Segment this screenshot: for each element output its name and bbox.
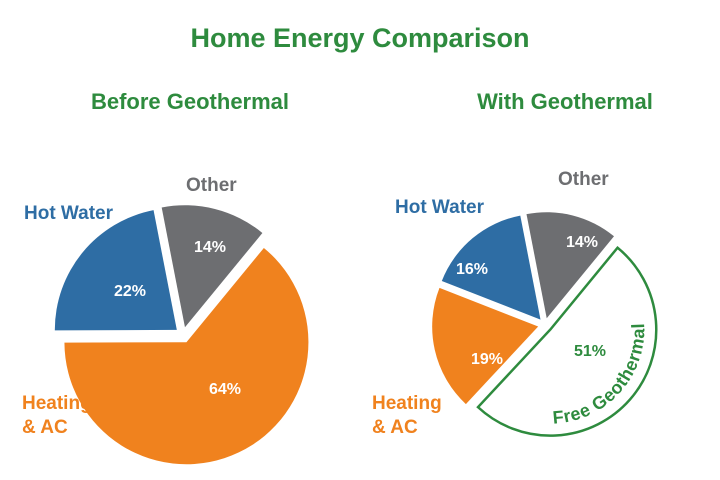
pie-slice [54,210,177,331]
chart-title: Before Geothermal [91,89,289,114]
main-title: Home Energy Comparison [190,23,529,53]
value-label: 19% [471,351,503,368]
pie-slice [161,205,263,328]
value-label: 64% [209,381,241,398]
pie-slice [432,287,539,405]
value-label: 16% [456,261,488,278]
value-label: 14% [566,234,598,251]
value-label: 51% [574,343,606,360]
pie-slice [441,215,541,320]
category-label: Hot Water [395,197,485,218]
category-label: Heating & AC [372,393,442,438]
value-label: 22% [114,283,146,300]
chart-title: With Geothermal [477,89,653,114]
pie-slice [64,247,309,465]
category-label: Hot Water [24,203,114,224]
category-label: Other [186,175,237,196]
category-label: Heating & AC [22,393,92,438]
pie-slice [526,212,614,319]
value-label: 14% [194,239,226,256]
pie-slice [476,245,658,437]
category-label: Other [558,169,609,190]
